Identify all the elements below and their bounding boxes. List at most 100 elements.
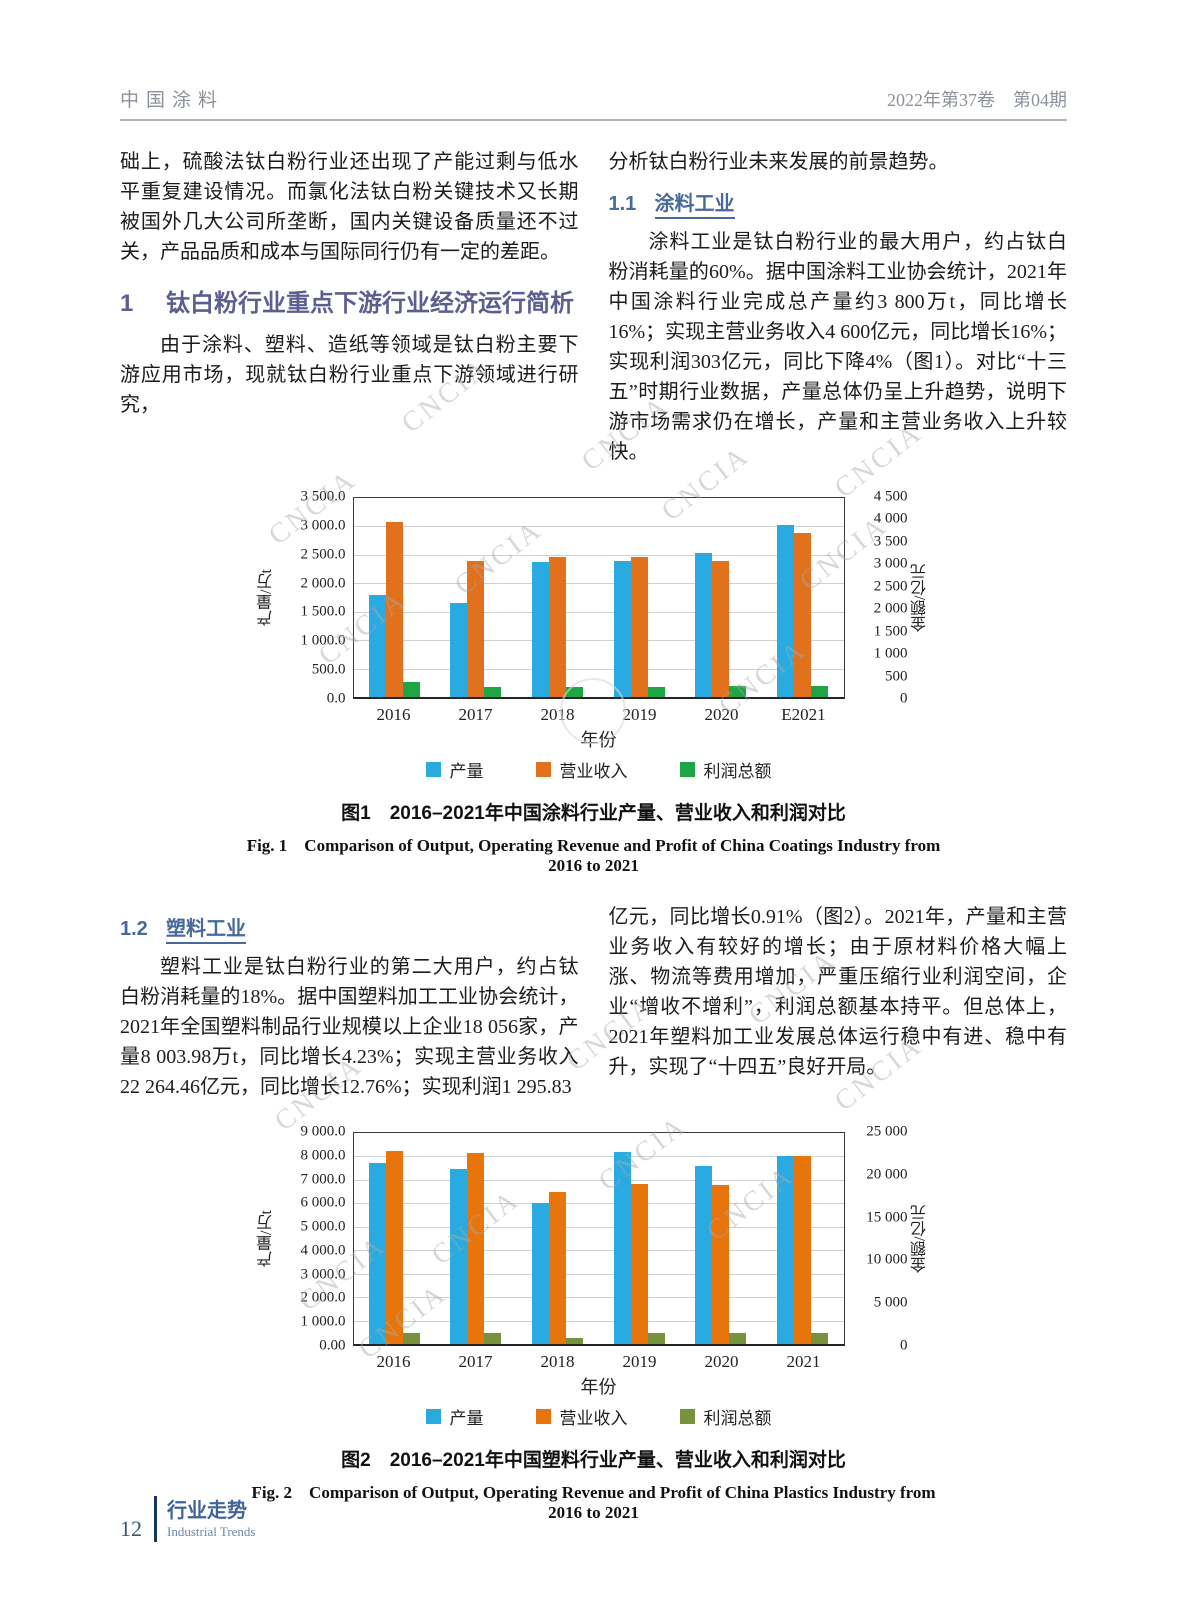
gridline xyxy=(353,1226,844,1228)
y-axis-ticks-left: 3 500.0 3 000.0 2 500.0 2 000.0 1 500.0 1 000… xyxy=(280,489,346,707)
paragraph-1-2: 塑料工业是钛白粉行业的第二大用户，约占钛白粉消耗量的18%。据中国塑料加工工业协… xyxy=(120,956,579,1098)
y-axis-tick-right: 4 000 xyxy=(873,510,908,527)
legend: 产量 营业收入 利润总额 xyxy=(353,1401,845,1431)
figure-caption-en: Fig. 1 Comparison of Output, Operating R… xyxy=(246,836,941,875)
bar-group-2019 xyxy=(599,1133,681,1344)
gridline xyxy=(353,526,844,528)
section-number: 1.2 xyxy=(120,918,148,940)
y-axis-tick-right: 5 000 xyxy=(873,1294,908,1311)
section-heading-1-1: 1.1 涂料工业 xyxy=(609,187,1068,219)
legend-label: 利润总额 xyxy=(703,761,772,781)
x-axis-tick: 2021 xyxy=(786,1352,821,1371)
right-column: 亿元，同比增长0.91%（图2）。2021年，产量和主营业务收入有较好的增长；由… xyxy=(609,902,1068,1102)
y-axis-tick-right: 20 000 xyxy=(866,1166,908,1183)
section-title: 涂料工业 xyxy=(654,187,735,219)
legend-label: 产量 xyxy=(449,1408,484,1428)
bar-利润总额-2019 xyxy=(647,1333,665,1344)
legend-item-营业收入: 营业收入 xyxy=(535,1404,628,1429)
y-axis-tick-right: 3 500 xyxy=(873,533,908,550)
y-axis-tick-left: 1 000.0 xyxy=(300,1313,346,1330)
legend-item-营业收入: 营业收入 xyxy=(535,757,628,782)
gridline xyxy=(353,1273,844,1275)
y-axis-tick-left: 0.00 xyxy=(319,1337,346,1354)
bar-group-2020 xyxy=(680,1133,762,1344)
bar-利润总额-2020 xyxy=(729,685,747,697)
bar-产量-2020 xyxy=(695,1166,713,1344)
bar-产量-2016 xyxy=(368,594,386,697)
plot-area xyxy=(352,497,845,699)
gridline xyxy=(353,1156,844,1158)
y-axis-tick-left: 2 000.0 xyxy=(300,1289,346,1306)
bar-产量-2017 xyxy=(450,603,468,697)
page-header: 中国涂料 2022年第37卷 第04期 xyxy=(120,85,1067,121)
y-axis-tick-left: 5 000.0 xyxy=(300,1218,346,1235)
y-axis-tick-left: 6 000.0 xyxy=(300,1194,346,1211)
gridline xyxy=(353,1297,844,1299)
legend-item-产量: 产量 xyxy=(425,757,484,782)
y-axis-tick-left: 1 500.0 xyxy=(300,603,346,620)
x-axis-tick: E2021 xyxy=(781,705,826,724)
x-axis-tick: 2018 xyxy=(540,705,575,724)
bar-产量-2020 xyxy=(695,553,713,697)
figure-2: 产量/万t 9 000.0 8 000.0 7 000.0 6 000.0 5 000.… xyxy=(239,1124,949,1523)
figure-1: 产量/万t 3 500.0 3 000.0 2 500.0 2 000.0 1 500.… xyxy=(239,489,949,876)
journal-name: 中国涂料 xyxy=(120,90,225,111)
bar-营业收入-2019 xyxy=(630,1183,648,1344)
y-axis-tick-right: 10 000 xyxy=(866,1251,908,1268)
y-axis-tick-left: 1 000.0 xyxy=(300,632,346,649)
gridline xyxy=(353,640,844,642)
footer-section-en: Industrial Trends xyxy=(167,1523,256,1539)
bar-group-E2021 xyxy=(762,498,844,697)
y-axis-ticks-right: 4 500 4 000 3 500 3 000 2 500 2 000 1 500 1 000… xyxy=(854,489,908,707)
y-axis-tick-right: 4 500 xyxy=(873,488,908,505)
legend-item-利润总额: 利润总额 xyxy=(679,1404,772,1429)
y-axis-label-left: 产量/万t xyxy=(257,1210,275,1268)
legend-label: 利润总额 xyxy=(703,1408,772,1428)
bar-利润总额-E2021 xyxy=(811,685,829,697)
gridline xyxy=(353,611,844,613)
y-axis-tick-left: 3 000.0 xyxy=(300,1266,346,1283)
legend-swatch xyxy=(535,761,551,777)
bar-产量-2017 xyxy=(450,1169,468,1344)
x-axis-ticks: 2016 2017 2018 2019 2020 2021 xyxy=(353,1346,845,1373)
text-columns-middle: 1.2 塑料工业 塑料工业是钛白粉行业的第二大用户，约占钛白粉消耗量的18%。据… xyxy=(120,902,1067,1102)
gridline xyxy=(353,1179,844,1181)
paragraph-section1: 由于涂料、塑料、造纸等领域是钛白粉主要下游应用市场，现就钛白粉行业重点下游领域进… xyxy=(120,334,579,416)
gridline xyxy=(353,1250,844,1252)
bar-营业收入-2016 xyxy=(385,522,403,697)
y-axis-tick-right: 500 xyxy=(885,668,908,685)
bar-产量-2019 xyxy=(613,560,631,697)
bar-group-2016 xyxy=(354,498,436,697)
bar-产量-2021 xyxy=(777,1156,795,1344)
bar-利润总额-2019 xyxy=(647,686,665,697)
y-axis-tick-right: 0 xyxy=(900,1337,908,1354)
section-title: 钛白粉行业重点下游行业经济运行简析 xyxy=(166,290,574,317)
section-number: 1 xyxy=(120,290,134,317)
section-heading-1-2: 1.2 塑料工业 xyxy=(120,912,579,944)
legend-swatch xyxy=(425,761,441,777)
legend-label: 营业收入 xyxy=(559,1408,628,1428)
x-axis-tick: 2017 xyxy=(458,705,493,724)
footer-section-zh: 行业走势 xyxy=(167,1499,247,1522)
footer-divider xyxy=(154,1496,157,1542)
bar-营业收入-2018 xyxy=(549,1192,567,1344)
bar-营业收入-2019 xyxy=(630,557,648,697)
y-axis-tick-right: 25 000 xyxy=(866,1123,908,1140)
y-axis-tick-right: 3 000 xyxy=(873,555,908,572)
bar-产量-E2021 xyxy=(777,525,795,697)
x-axis-label: 年份 xyxy=(580,730,617,750)
y-axis-tick-left: 2 000.0 xyxy=(300,575,346,592)
bar-利润总额-2017 xyxy=(484,1333,502,1344)
y-axis-tick-left: 0.0 xyxy=(326,690,346,707)
bar-营业收入-2018 xyxy=(549,557,567,697)
bar-营业收入-2020 xyxy=(712,561,730,697)
y-axis-tick-right: 15 000 xyxy=(866,1209,908,1226)
legend-swatch xyxy=(679,1408,695,1424)
y-axis-tick-right: 1 500 xyxy=(873,623,908,640)
x-axis-tick: 2017 xyxy=(458,1352,493,1371)
y-axis-ticks-left: 9 000.0 8 000.0 7 000.0 6 000.0 5 000.0 4 000… xyxy=(280,1124,346,1354)
issue-info: 2022年第37卷 第04期 xyxy=(887,90,1067,110)
figure-caption-en: Fig. 2 Comparison of Output, Operating R… xyxy=(251,1483,936,1522)
legend-label: 营业收入 xyxy=(559,761,628,781)
